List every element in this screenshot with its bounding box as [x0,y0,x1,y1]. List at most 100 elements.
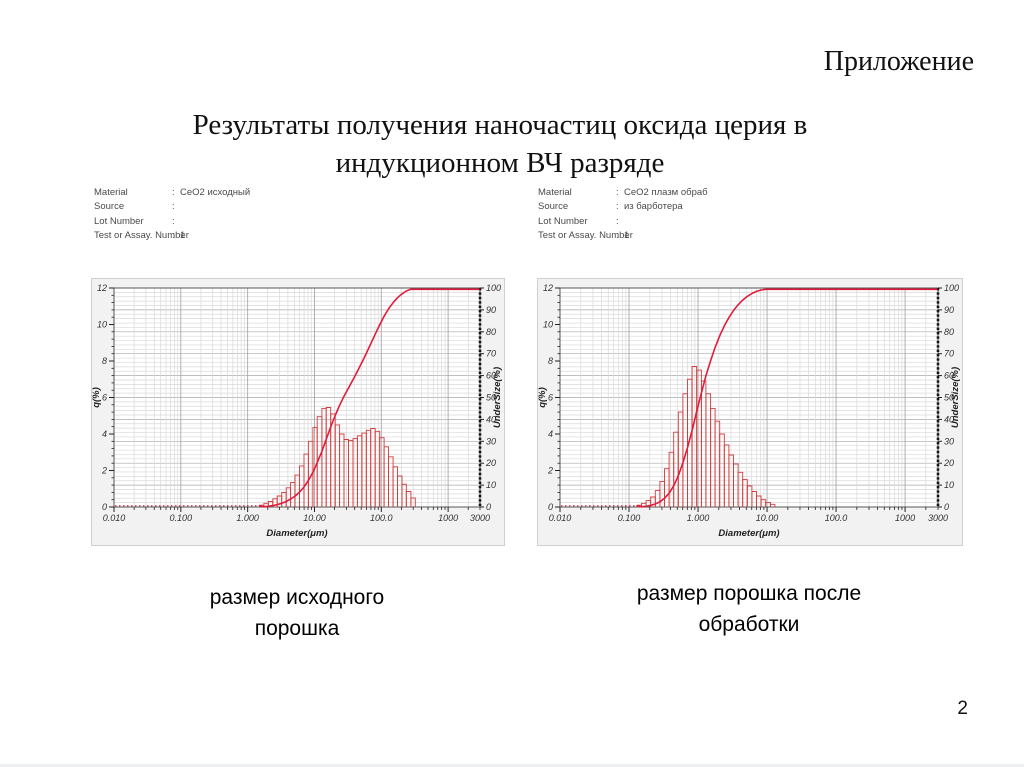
svg-text:UnderSize(%): UnderSize(%) [950,367,961,428]
sample-info-row: Lot Number: [94,215,250,229]
svg-text:10: 10 [486,480,496,490]
svg-text:60: 60 [486,371,496,381]
slide-title-line1: Результаты получения наночастиц оксида ц… [192,109,808,141]
chart-panel-left: 0 2 4 6 8 10 12 0 10 20 30 40 50 60 70 80 90 100 0.010 0.10… [91,278,505,546]
chart-panel-right: 0 2 4 6 8 10 12 0 10 20 30 40 50 60 70 80 90 100 0.010 0.10… [537,278,963,546]
svg-text:100.0: 100.0 [370,513,393,523]
info-colon: : [172,201,175,213]
svg-text:2: 2 [547,466,553,476]
page-number: 2 [957,698,968,719]
info-colon: : [172,230,175,242]
caption-line1: размер порошка после [636,582,862,605]
svg-text:12: 12 [97,283,107,293]
sample-info-row: Material: CeO2 исходный [94,186,250,200]
svg-text:100.0: 100.0 [825,513,848,523]
svg-text:1.000: 1.000 [687,513,710,523]
info-label: Source [538,201,569,213]
svg-text:Diameter(μm): Diameter(μm) [266,528,327,539]
svg-text:6: 6 [102,393,107,403]
svg-text:0: 0 [102,502,107,512]
svg-text:1000: 1000 [895,513,915,523]
svg-text:70: 70 [486,349,496,359]
svg-text:90: 90 [486,305,496,315]
svg-text:10: 10 [944,480,954,490]
info-value: 1 [180,230,186,242]
slide-title: Результаты получения наночастиц оксида ц… [80,106,920,182]
svg-text:50: 50 [486,393,496,403]
svg-text:10.00: 10.00 [756,513,779,523]
slide-bottom-edge [0,764,1024,767]
svg-text:10: 10 [97,320,107,330]
sample-info-row: Source: [94,200,250,214]
svg-text:100: 100 [486,283,501,293]
svg-text:10.00: 10.00 [303,513,326,523]
svg-text:12: 12 [543,283,553,293]
svg-text:q(%): q(%) [92,387,102,408]
svg-text:8: 8 [102,356,107,366]
svg-text:30: 30 [486,436,496,446]
svg-text:1000: 1000 [438,513,458,523]
svg-text:q(%): q(%) [538,387,548,408]
info-label: Source [94,201,125,213]
svg-text:0.010: 0.010 [549,513,572,523]
svg-text:0: 0 [548,502,553,512]
svg-text:0: 0 [944,502,949,512]
sample-info-row: Source: из барботера [538,200,708,214]
svg-text:80: 80 [944,327,954,337]
info-colon: : [616,215,619,227]
svg-text:60: 60 [944,371,954,381]
svg-text:30: 30 [944,436,954,446]
svg-text:4: 4 [102,429,107,439]
sample-info-row: Test or Assay. Number:1 [94,229,250,243]
info-colon: : [172,215,175,227]
slide-title-line2: индукционном ВЧ разряде [335,147,665,179]
info-value: из барботера [624,201,683,213]
svg-text:6: 6 [548,393,553,403]
svg-text:80: 80 [486,327,496,337]
svg-text:70: 70 [944,349,954,359]
caption-treated-powder: размер порошка после обработки [537,578,961,640]
appendix-label: Приложение [823,46,974,77]
svg-text:10: 10 [543,320,553,330]
info-label: Lot Number [538,215,588,227]
svg-text:50: 50 [944,393,954,403]
svg-text:40: 40 [486,414,496,424]
svg-text:20: 20 [485,458,496,468]
svg-text:1.000: 1.000 [236,513,259,523]
svg-text:0.100: 0.100 [618,513,641,523]
caption-initial-powder: размер исходного порошка [91,582,503,644]
info-colon: : [172,187,175,198]
svg-text:0.010: 0.010 [103,513,126,523]
info-label: Material [538,187,572,198]
svg-text:UnderSize(%): UnderSize(%) [492,367,503,428]
info-label: Lot Number [94,215,144,227]
caption-line2: порошка [254,617,340,640]
svg-text:20: 20 [943,458,954,468]
svg-text:3000: 3000 [928,513,948,523]
svg-text:0: 0 [486,502,491,512]
svg-text:2: 2 [101,466,107,476]
info-colon: : [616,187,619,198]
sample-info-row: Lot Number: [538,215,708,229]
svg-text:40: 40 [944,414,954,424]
info-colon: : [616,230,619,242]
sample-info-block-left: Material: CeO2 исходный Source: Lot Number:… [94,186,250,244]
caption-line1: размер исходного [209,586,385,609]
info-label: Test or Assay. Number [538,230,633,242]
svg-text:3000: 3000 [470,513,490,523]
sample-info-row: Material: CeO2 плазм обраб [538,186,708,200]
info-label: Test or Assay. Number [94,230,189,242]
info-label: Material [94,187,128,198]
svg-text:100: 100 [944,283,959,293]
caption-line2: обработки [698,613,800,636]
sample-info-row: Test or Assay. Number:1 [538,229,708,243]
info-value: 1 [624,230,630,242]
particle-size-chart-initial: 0 2 4 6 8 10 12 0 10 20 30 40 50 60 70 80 90 100 0.010 0.10… [91,283,503,539]
svg-text:Diameter(μm): Diameter(μm) [718,528,779,539]
particle-size-chart-treated: 0 2 4 6 8 10 12 0 10 20 30 40 50 60 70 80 90 100 0.010 0.10… [537,283,961,539]
svg-text:8: 8 [548,356,553,366]
svg-text:0.100: 0.100 [170,513,193,523]
info-value: CeO2 плазм обраб [624,187,708,198]
info-value: CeO2 исходный [180,187,251,198]
